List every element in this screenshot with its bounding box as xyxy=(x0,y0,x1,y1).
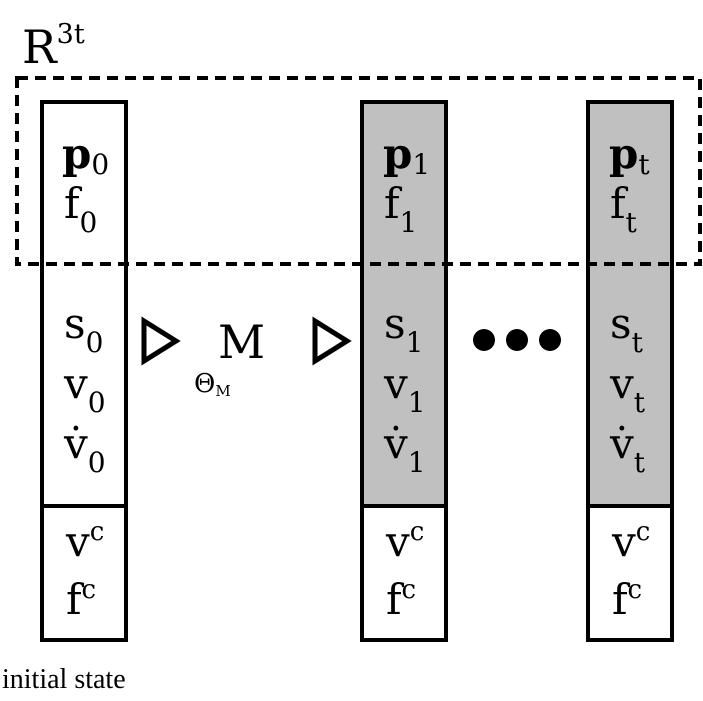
ellipsis-dots xyxy=(473,329,561,351)
control-velocity-symbol: vc xyxy=(611,517,650,566)
model-label: M xyxy=(218,315,265,369)
column-upper-box xyxy=(40,100,128,508)
state-symbol: st xyxy=(610,299,644,359)
triangle-arrow-icon xyxy=(141,316,181,366)
column-control-box xyxy=(586,504,674,642)
force-symbol: ft xyxy=(610,179,638,239)
triangle-arrow-icon xyxy=(312,316,352,366)
acceleration-symbol: v̇1 xyxy=(383,419,426,479)
control-force-symbol: fc xyxy=(612,575,642,624)
space-label-base: R xyxy=(22,20,58,74)
column-upper-box xyxy=(360,100,448,508)
state-symbol: s1 xyxy=(384,299,423,359)
observed-region-outline xyxy=(15,76,702,266)
position-symbol: pt xyxy=(609,129,650,181)
control-velocity-symbol: vc xyxy=(385,517,424,566)
position-symbol: p1 xyxy=(383,129,430,181)
velocity-symbol: v1 xyxy=(383,359,426,419)
position-symbol: p0 xyxy=(62,129,109,181)
space-label-sup: 3t xyxy=(57,19,85,50)
column-control-box xyxy=(360,504,448,642)
column-upper-box xyxy=(586,100,674,508)
force-symbol: f0 xyxy=(64,179,97,239)
space-label: R3t xyxy=(22,19,85,74)
control-force-symbol: fc xyxy=(66,575,96,624)
state-column-initial: p0 f0 s0 v0 v̇0 vc fc xyxy=(40,100,128,642)
column-control-box xyxy=(40,504,128,642)
acceleration-symbol: v̇t xyxy=(609,419,646,479)
control-force-symbol: fc xyxy=(386,575,416,624)
acceleration-symbol: v̇0 xyxy=(63,419,106,479)
velocity-symbol: v0 xyxy=(63,359,106,419)
state-column-1: p1 f1 s1 v1 v̇1 vc fc xyxy=(360,100,448,642)
ellipsis-dot xyxy=(506,329,528,351)
initial-state-caption: initial state xyxy=(2,664,126,695)
ellipsis-dot xyxy=(539,329,561,351)
velocity-symbol: vt xyxy=(609,359,646,419)
state-column-t: pt ft st vt v̇t vc fc xyxy=(586,100,674,642)
state-symbol: s0 xyxy=(64,299,103,359)
control-velocity-symbol: vc xyxy=(65,517,104,566)
force-symbol: f1 xyxy=(384,179,417,239)
model-parameter: ΘM xyxy=(194,369,231,400)
ellipsis-dot xyxy=(473,329,495,351)
